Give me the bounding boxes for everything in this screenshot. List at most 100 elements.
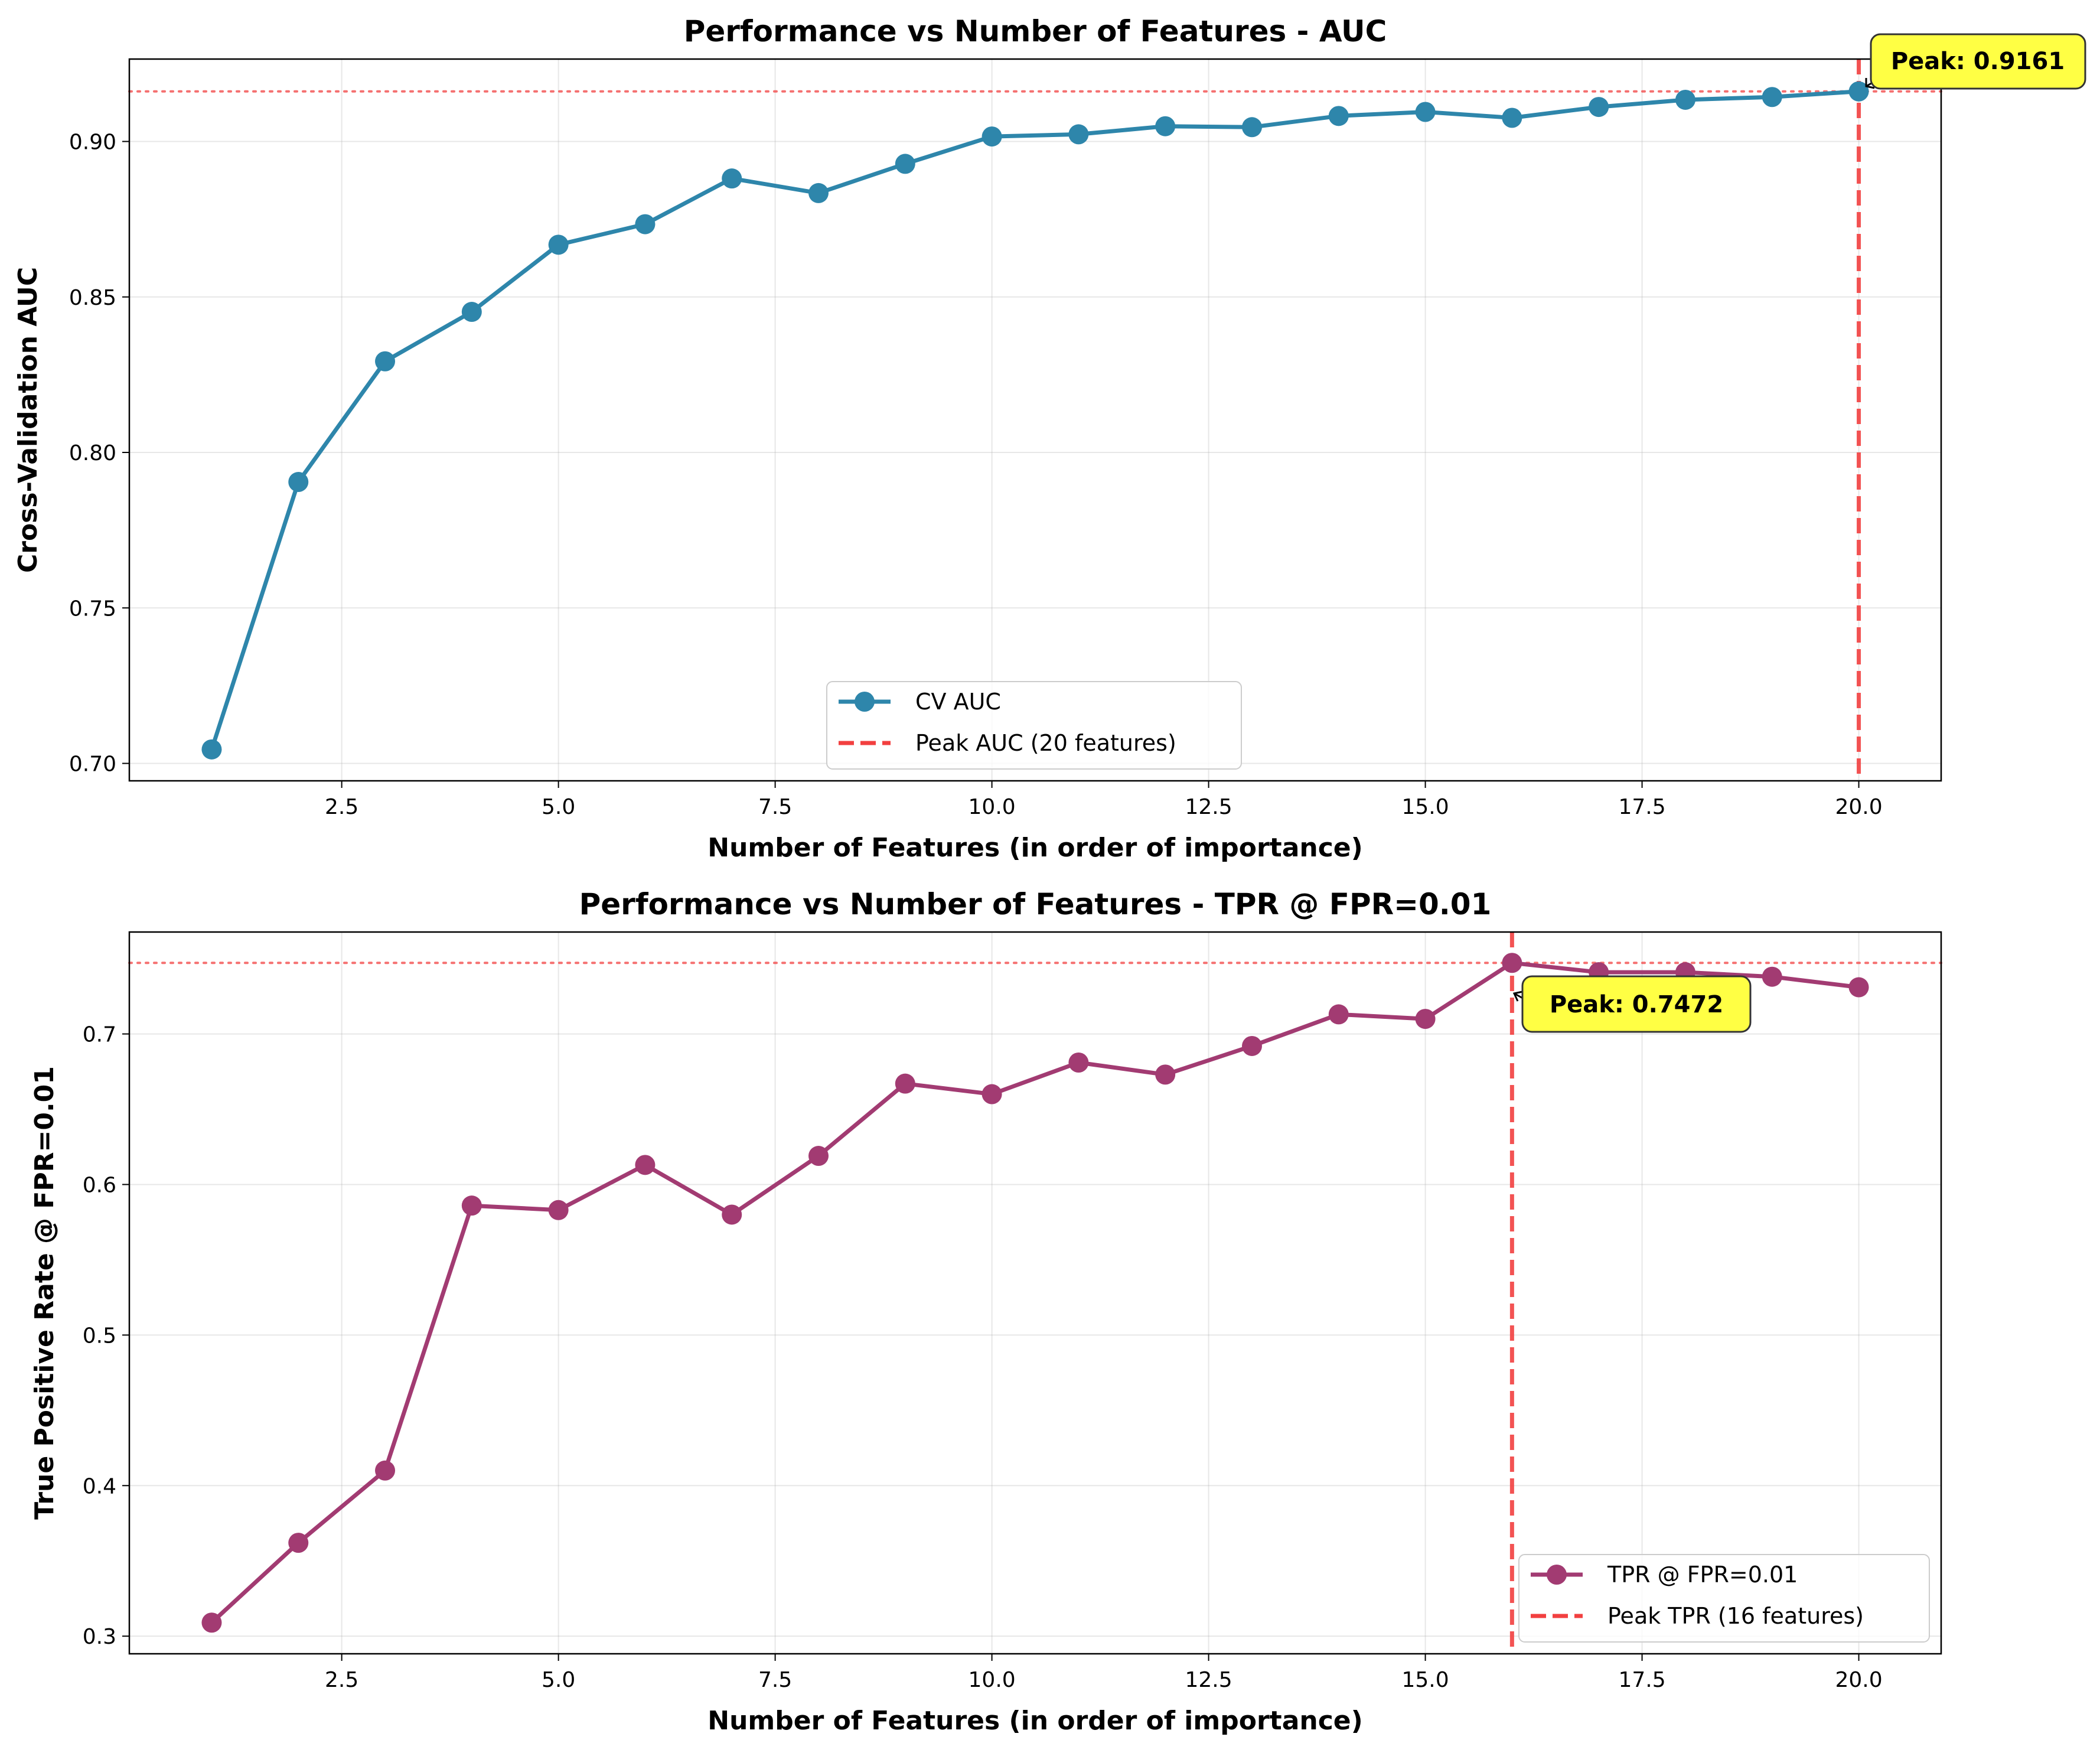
tpr-peak-annotation: Peak: 0.7472 xyxy=(1512,975,1752,1033)
auc-data-point xyxy=(548,234,569,255)
auc-y-tick-label: 0.70 xyxy=(69,752,116,777)
tpr-x-tick-label: 15.0 xyxy=(1401,1668,1449,1692)
auc-peak-annotation: Peak: 0.9161 xyxy=(1865,33,2086,90)
tpr-data-point xyxy=(895,1073,915,1094)
tpr-data-point xyxy=(1068,1053,1089,1073)
tpr-data-point xyxy=(461,1195,482,1216)
auc-data-point xyxy=(1762,87,1782,107)
tpr-y-tick-label: 0.4 xyxy=(83,1474,116,1498)
auc-x-tick-label: 12.5 xyxy=(1185,795,1232,819)
tpr-data-point xyxy=(201,1612,222,1633)
auc-y-tick-label: 0.75 xyxy=(69,597,116,621)
tpr-data-point xyxy=(635,1155,656,1175)
tpr-x-tick-label: 5.0 xyxy=(542,1668,575,1692)
tpr-legend-peak-label: Peak TPR (16 features) xyxy=(1607,1603,1864,1629)
auc-x-tick-label: 17.5 xyxy=(1618,795,1665,819)
auc-panel: 2.5 5.0 7.5 10.0 12.5 15.0 17.5 20.0 0.700.750.… xyxy=(13,14,2086,863)
tpr-annotation-arrow-head xyxy=(1512,990,1523,1002)
auc-y-tick-label: 0.85 xyxy=(69,286,116,310)
auc-y-axis-label: Cross-Validation AUC xyxy=(13,267,43,573)
auc-series-line xyxy=(210,89,1859,750)
auc-x-tick-label: 10.0 xyxy=(969,795,1016,819)
auc-data-point xyxy=(722,168,742,189)
auc-legend-series-label: CV AUC xyxy=(915,689,1001,715)
tpr-series-line xyxy=(210,960,1859,1624)
auc-data-point xyxy=(1415,102,1436,122)
auc-data-point xyxy=(1589,97,1609,118)
auc-x-tick-label: 2.5 xyxy=(325,795,358,819)
auc-data-point xyxy=(635,214,656,234)
tpr-panel: 2.5 5.0 7.5 10.0 12.5 15.0 17.5 20.0 0.30.40.50… xyxy=(30,887,1942,1736)
tpr-legend: TPR @ FPR=0.01 Peak TPR (16 features) xyxy=(1518,1554,1930,1643)
auc-annotation-text: Peak: 0.9161 xyxy=(1891,48,2065,75)
tpr-data-point xyxy=(722,1204,742,1225)
tpr-series xyxy=(201,953,1869,1633)
tpr-data-point xyxy=(288,1533,309,1553)
tpr-data-point xyxy=(1241,1035,1262,1056)
auc-data-point xyxy=(895,154,915,174)
auc-x-tick-label: 20.0 xyxy=(1835,795,1882,819)
tpr-y-tick-label: 0.7 xyxy=(83,1023,116,1047)
auc-plot-area xyxy=(129,59,1941,781)
tpr-y-tick-label: 0.5 xyxy=(83,1324,116,1348)
auc-x-tick-label: 5.0 xyxy=(542,795,575,819)
tpr-yticks: 0.3 0.4 0.5 0.6 0.7 xyxy=(83,1023,129,1649)
auc-data-point xyxy=(288,472,309,493)
tpr-x-axis-label: Number of Features (in order of importan… xyxy=(707,1706,1363,1736)
tpr-data-point xyxy=(375,1460,396,1481)
tpr-data-point xyxy=(548,1200,569,1220)
auc-annotation-arrow-head xyxy=(1865,78,1875,89)
auc-data-point xyxy=(1502,107,1522,128)
tpr-y-tick-label: 0.6 xyxy=(83,1173,116,1197)
auc-legend-peak-label: Peak AUC (20 features) xyxy=(915,730,1176,756)
tpr-data-point xyxy=(1155,1064,1176,1085)
auc-data-point xyxy=(1328,106,1349,126)
auc-data-point xyxy=(1675,89,1695,110)
auc-data-point xyxy=(808,183,829,203)
tpr-data-point xyxy=(981,1084,1002,1104)
tpr-legend-box xyxy=(1518,1554,1930,1643)
tpr-x-tick-label: 12.5 xyxy=(1185,1668,1232,1692)
tpr-plot-frame xyxy=(128,931,1942,1655)
auc-xticks: 2.5 5.0 7.5 10.0 12.5 15.0 17.5 20.0 xyxy=(325,781,1883,819)
tpr-x-tick-label: 10.0 xyxy=(969,1668,1016,1692)
auc-x-tick-label: 7.5 xyxy=(758,795,792,819)
tpr-y-axis-label: True Positive Rate @ FPR=0.01 xyxy=(30,1066,60,1520)
auc-data-point xyxy=(981,126,1002,147)
tpr-data-point xyxy=(1502,953,1522,973)
tpr-annotation-box xyxy=(1521,975,1752,1033)
auc-data-point xyxy=(1848,81,1869,102)
tpr-x-tick-label: 17.5 xyxy=(1618,1668,1665,1692)
auc-data-point xyxy=(1068,124,1089,145)
tpr-data-point xyxy=(1415,1009,1436,1029)
tpr-data-point xyxy=(1328,1004,1349,1025)
tpr-data-point xyxy=(1762,966,1782,987)
tpr-grid xyxy=(129,932,1941,1654)
auc-plot-frame xyxy=(128,58,1942,782)
tpr-chart-title: Performance vs Number of Features - TPR … xyxy=(579,887,1492,921)
auc-y-tick-label: 0.90 xyxy=(69,131,116,155)
auc-x-tick-label: 15.0 xyxy=(1401,795,1449,819)
tpr-legend-series-label: TPR @ FPR=0.01 xyxy=(1607,1562,1798,1588)
tpr-x-tick-label: 2.5 xyxy=(325,1668,358,1692)
auc-data-point xyxy=(1241,117,1262,138)
tpr-xticks: 2.5 5.0 7.5 10.0 12.5 15.0 17.5 20.0 xyxy=(325,1654,1883,1692)
auc-y-tick-label: 0.80 xyxy=(69,441,116,465)
tpr-data-point xyxy=(1848,977,1869,998)
auc-data-point xyxy=(375,351,396,372)
auc-annotation-box xyxy=(1870,33,2086,90)
auc-legend: CV AUC Peak AUC (20 features) xyxy=(826,681,1242,770)
tpr-legend-series-marker xyxy=(1547,1565,1567,1585)
tpr-x-tick-label: 7.5 xyxy=(758,1668,792,1692)
tpr-plot-area xyxy=(129,932,1941,1654)
tpr-data-point xyxy=(808,1146,829,1167)
auc-legend-box xyxy=(826,681,1242,770)
auc-x-axis-label: Number of Features (in order of importan… xyxy=(707,833,1363,863)
tpr-x-tick-label: 20.0 xyxy=(1835,1668,1882,1692)
auc-data-point xyxy=(201,739,222,760)
tpr-y-tick-label: 0.3 xyxy=(83,1625,116,1649)
auc-legend-series-marker xyxy=(855,692,875,712)
auc-yticks: 0.70 0.75 0.80 0.85 0.90 xyxy=(69,131,129,777)
auc-data-point xyxy=(461,302,482,322)
